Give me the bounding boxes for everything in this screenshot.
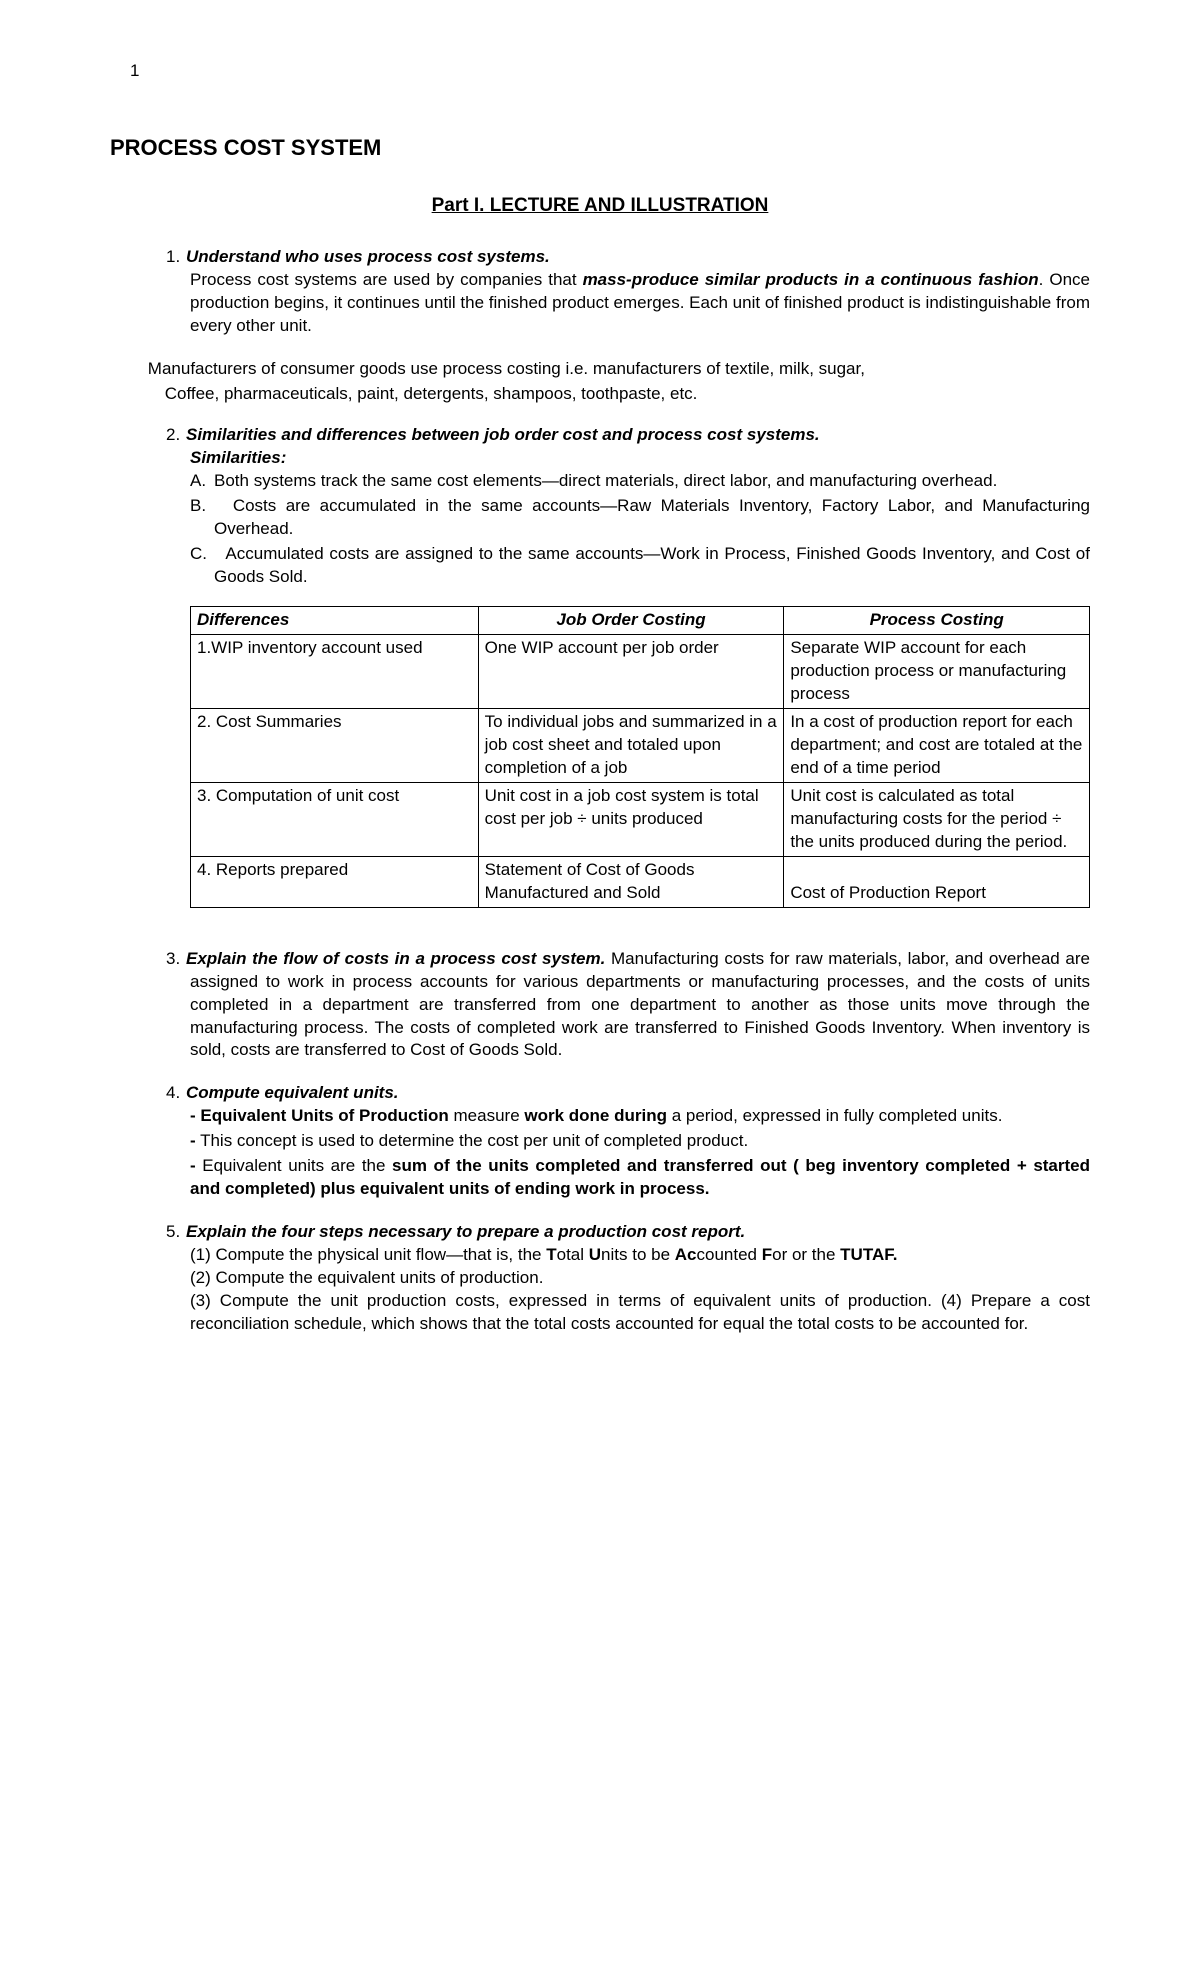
item-3-title: Explain the flow of costs in a process c… [186,949,605,968]
item-3-num: 3. [166,948,186,971]
item-4: 4.Compute equivalent units. - Equivalent… [190,1082,1090,1201]
item-4-l1a: - Equivalent Units of Production [190,1106,449,1125]
item-1-note1-wrap: Manufacturers of consumer goods use proc… [160,358,1090,381]
th-job-order: Job Order Costing [478,607,784,635]
s1a: (1) Compute the physical unit flow—that … [190,1245,546,1264]
table-row: 1.WIP inventory account used One WIP acc… [191,635,1090,709]
r1c3: Separate WIP account for each production… [784,635,1090,709]
part-title: Part I. LECTURE AND ILLUSTRATION [110,193,1090,219]
item-1-note1-text: Manufacturers of consumer goods use proc… [148,359,865,378]
item-4-title: Compute equivalent units. [186,1083,399,1102]
item-2: 2.Similarities and differences between j… [190,424,1090,908]
item-1: 1.Understand who uses process cost syste… [190,246,1090,338]
s1U: U [589,1245,601,1264]
item-1-body-bold: mass-produce similar products in a conti… [583,270,1039,289]
item-4-l3a: Equivalent units are the [196,1156,392,1175]
item-2-B-text: Costs are accumulated in the same accoun… [214,496,1090,538]
item-2-A-text: Both systems track the same cost element… [214,471,997,490]
s1c: nits to be [601,1245,675,1264]
item-4-line2: - This concept is used to determine the … [190,1130,1090,1153]
item-2-B: B. Costs are accumulated in the same acc… [214,495,1090,541]
r4c1: 4. Reports prepared [191,856,479,907]
item-4-line1: - Equivalent Units of Production measure… [190,1105,1090,1128]
s1F: F [762,1245,772,1264]
item-4-num: 4. [166,1082,186,1105]
r1c2: One WIP account per job order [478,635,784,709]
r4c3: Cost of Production Report [784,856,1090,907]
r2c1: 2. Cost Summaries [191,709,479,783]
item-2-C: C. Accumulated costs are assigned to the… [214,543,1090,589]
table-row: 2. Cost Summaries To individual jobs and… [191,709,1090,783]
item-1-body-pre: Process cost systems are used by compani… [190,270,583,289]
item-1-title: Understand who uses process cost systems… [186,247,550,266]
item-5-step2: (2) Compute the equivalent units of prod… [190,1267,1090,1290]
item-4-l1c: work done during [524,1106,667,1125]
table-row: 4. Reports prepared Statement of Cost of… [191,856,1090,907]
r1c1: 1.WIP inventory account used [191,635,479,709]
page-number: 1 [130,60,1090,83]
r3c2: Unit cost in a job cost system is total … [478,783,784,857]
r3c3: Unit cost is calculated as total manufac… [784,783,1090,857]
th-differences: Differences [191,607,479,635]
s1d: counted [697,1245,762,1264]
th-process: Process Costing [784,607,1090,635]
s1TUTAF: TUTAF. [840,1245,897,1264]
item-5-title: Explain the four steps necessary to prep… [186,1222,745,1241]
r4c2: Statement of Cost of Goods Manufactured … [478,856,784,907]
item-1-num: 1. [166,246,186,269]
item-4-l1d: a period, expressed in fully completed u… [667,1106,1002,1125]
s1T: T [546,1245,556,1264]
item-3: 3.Explain the flow of costs in a process… [190,948,1090,1063]
item-2-title: Similarities and differences between job… [186,425,820,444]
r3c1: 3. Computation of unit cost [191,783,479,857]
item-5-step1: (1) Compute the physical unit flow—that … [190,1244,1090,1267]
s1Ac: Ac [675,1245,697,1264]
item-1-note1: Manufacturers of consumer goods use proc… [110,358,1090,381]
item-2-A: A.Both systems track the same cost eleme… [214,470,1090,493]
item-5: 5.Explain the four steps necessary to pr… [190,1221,1090,1336]
item-4-l1b: measure [449,1106,525,1125]
item-1-note2-text: Coffee, pharmaceuticals, paint, detergen… [165,384,698,403]
item-5-num: 5. [166,1221,186,1244]
r2c2: To individual jobs and summarized in a j… [478,709,784,783]
item-1-note2: Coffee, pharmaceuticals, paint, detergen… [160,383,1090,406]
item-2-C-text: Accumulated costs are assigned to the sa… [214,544,1090,586]
item-2-num: 2. [166,424,186,447]
s1e: or or the [772,1245,840,1264]
main-title: PROCESS COST SYSTEM [110,133,1090,163]
table-row: 3. Computation of unit cost Unit cost in… [191,783,1090,857]
item-4-l2: This concept is used to determine the co… [196,1131,749,1150]
item-4-line3: - Equivalent units are the sum of the un… [190,1155,1090,1201]
item-5-step3-4: (3) Compute the unit production costs, e… [190,1290,1090,1336]
item-2-sim-label: Similarities: [190,447,1090,470]
r2c3: In a cost of production report for each … [784,709,1090,783]
s1b: otal [557,1245,589,1264]
differences-table: Differences Job Order Costing Process Co… [190,606,1090,907]
item-1-body: Process cost systems are used by compani… [190,269,1090,338]
